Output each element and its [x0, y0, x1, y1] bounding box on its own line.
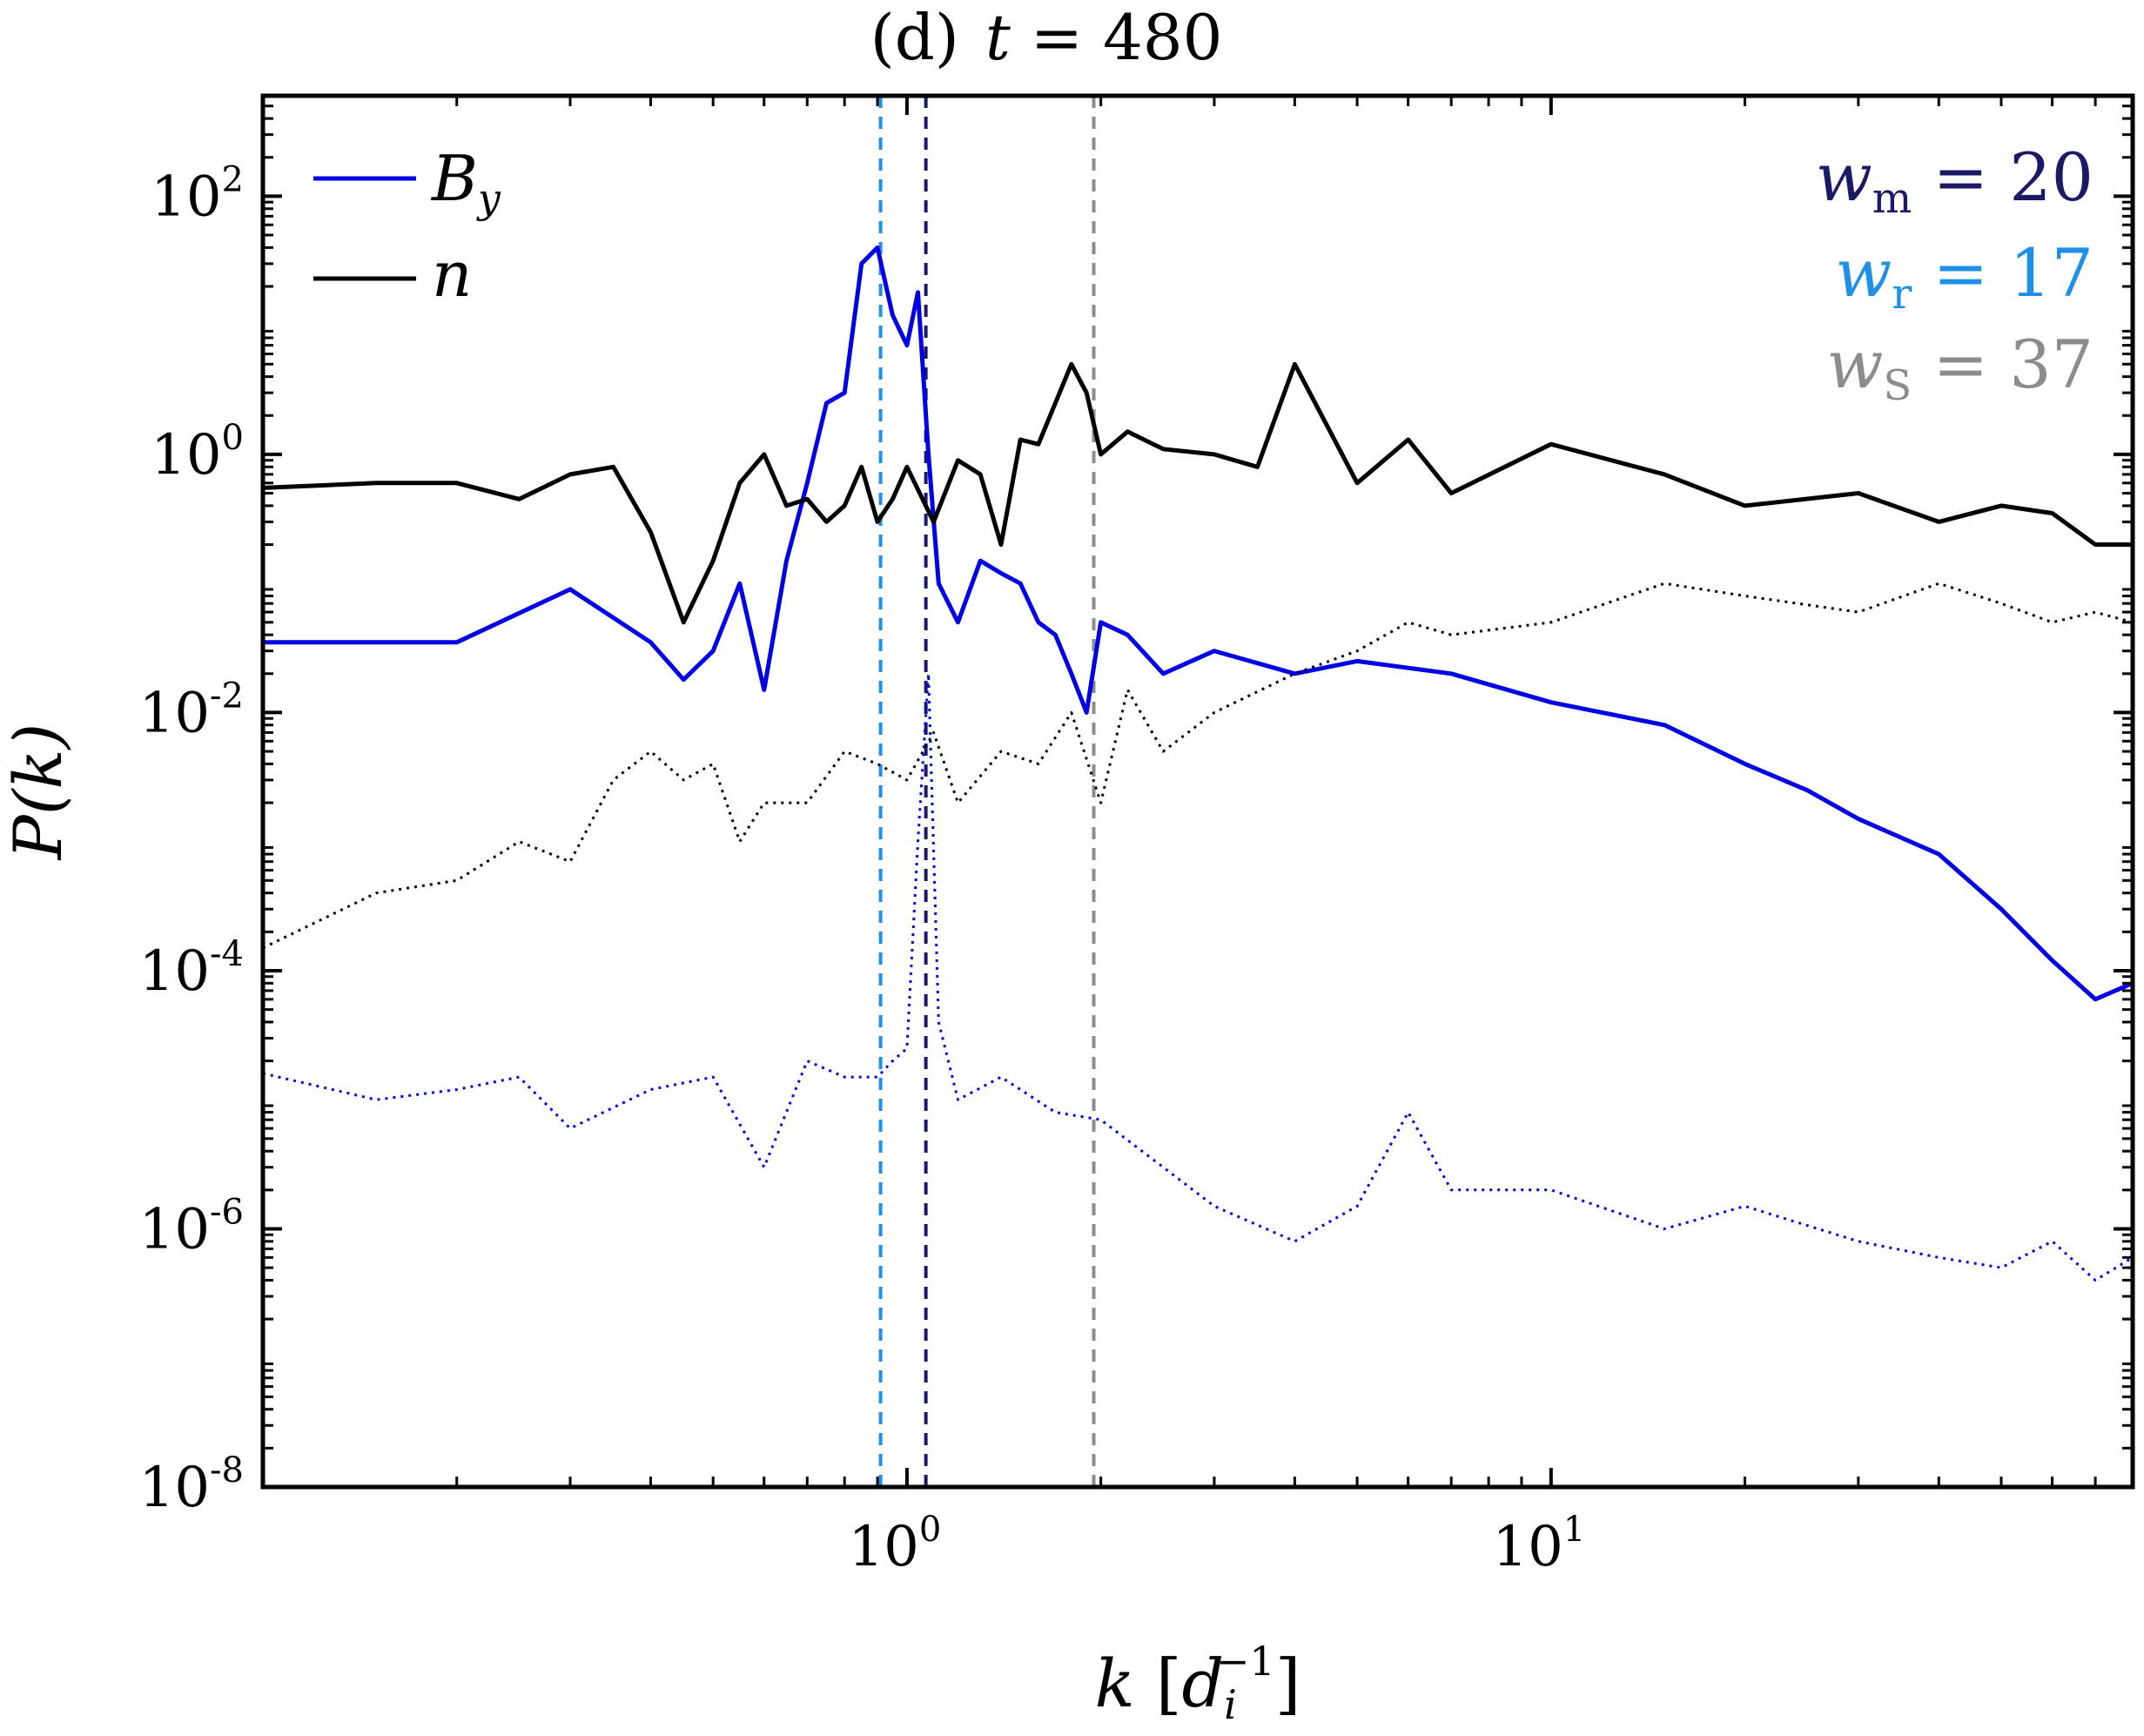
annotation-wr: wr = 17 [1835, 234, 2094, 319]
y-tick-label-1: 100 [151, 418, 244, 488]
legend: By n [313, 142, 501, 311]
x-axis-label: k [di−1] [1095, 1638, 1301, 1728]
ticks-group: 102 100 10-2 10-4 10-6 10-8 100 101 [139, 94, 2134, 1579]
y-tick-label-3: 10-4 [139, 934, 244, 1004]
annotations: wm = 20 wr = 17 wS = 37 [1816, 138, 2094, 410]
series-line-1 [262, 361, 2133, 625]
y-tick-label-5: 10-8 [139, 1450, 244, 1520]
plot-frame [260, 93, 2135, 1490]
y-axis-label: P(k) [0, 723, 77, 862]
reference-lines [878, 96, 1096, 1487]
y-tick-label-4: 10-6 [139, 1192, 244, 1262]
series-line-3 [262, 582, 2134, 950]
x-tick-label-0: 100 [848, 1510, 941, 1579]
x-tick-label-1: 101 [1492, 1510, 1585, 1579]
series-group [262, 245, 2134, 1282]
legend-label-n: n [432, 238, 472, 311]
y-tick-label-0: 102 [151, 159, 244, 229]
annotation-ws: wS = 37 [1826, 326, 2094, 410]
y-tick-label-2: 10-2 [139, 676, 244, 745]
series-line-0 [263, 245, 2134, 1002]
annotation-wm: wm = 20 [1816, 138, 2094, 223]
chart-title: (d) t = 480 [870, 1, 1223, 74]
legend-label-by: By [430, 142, 501, 222]
